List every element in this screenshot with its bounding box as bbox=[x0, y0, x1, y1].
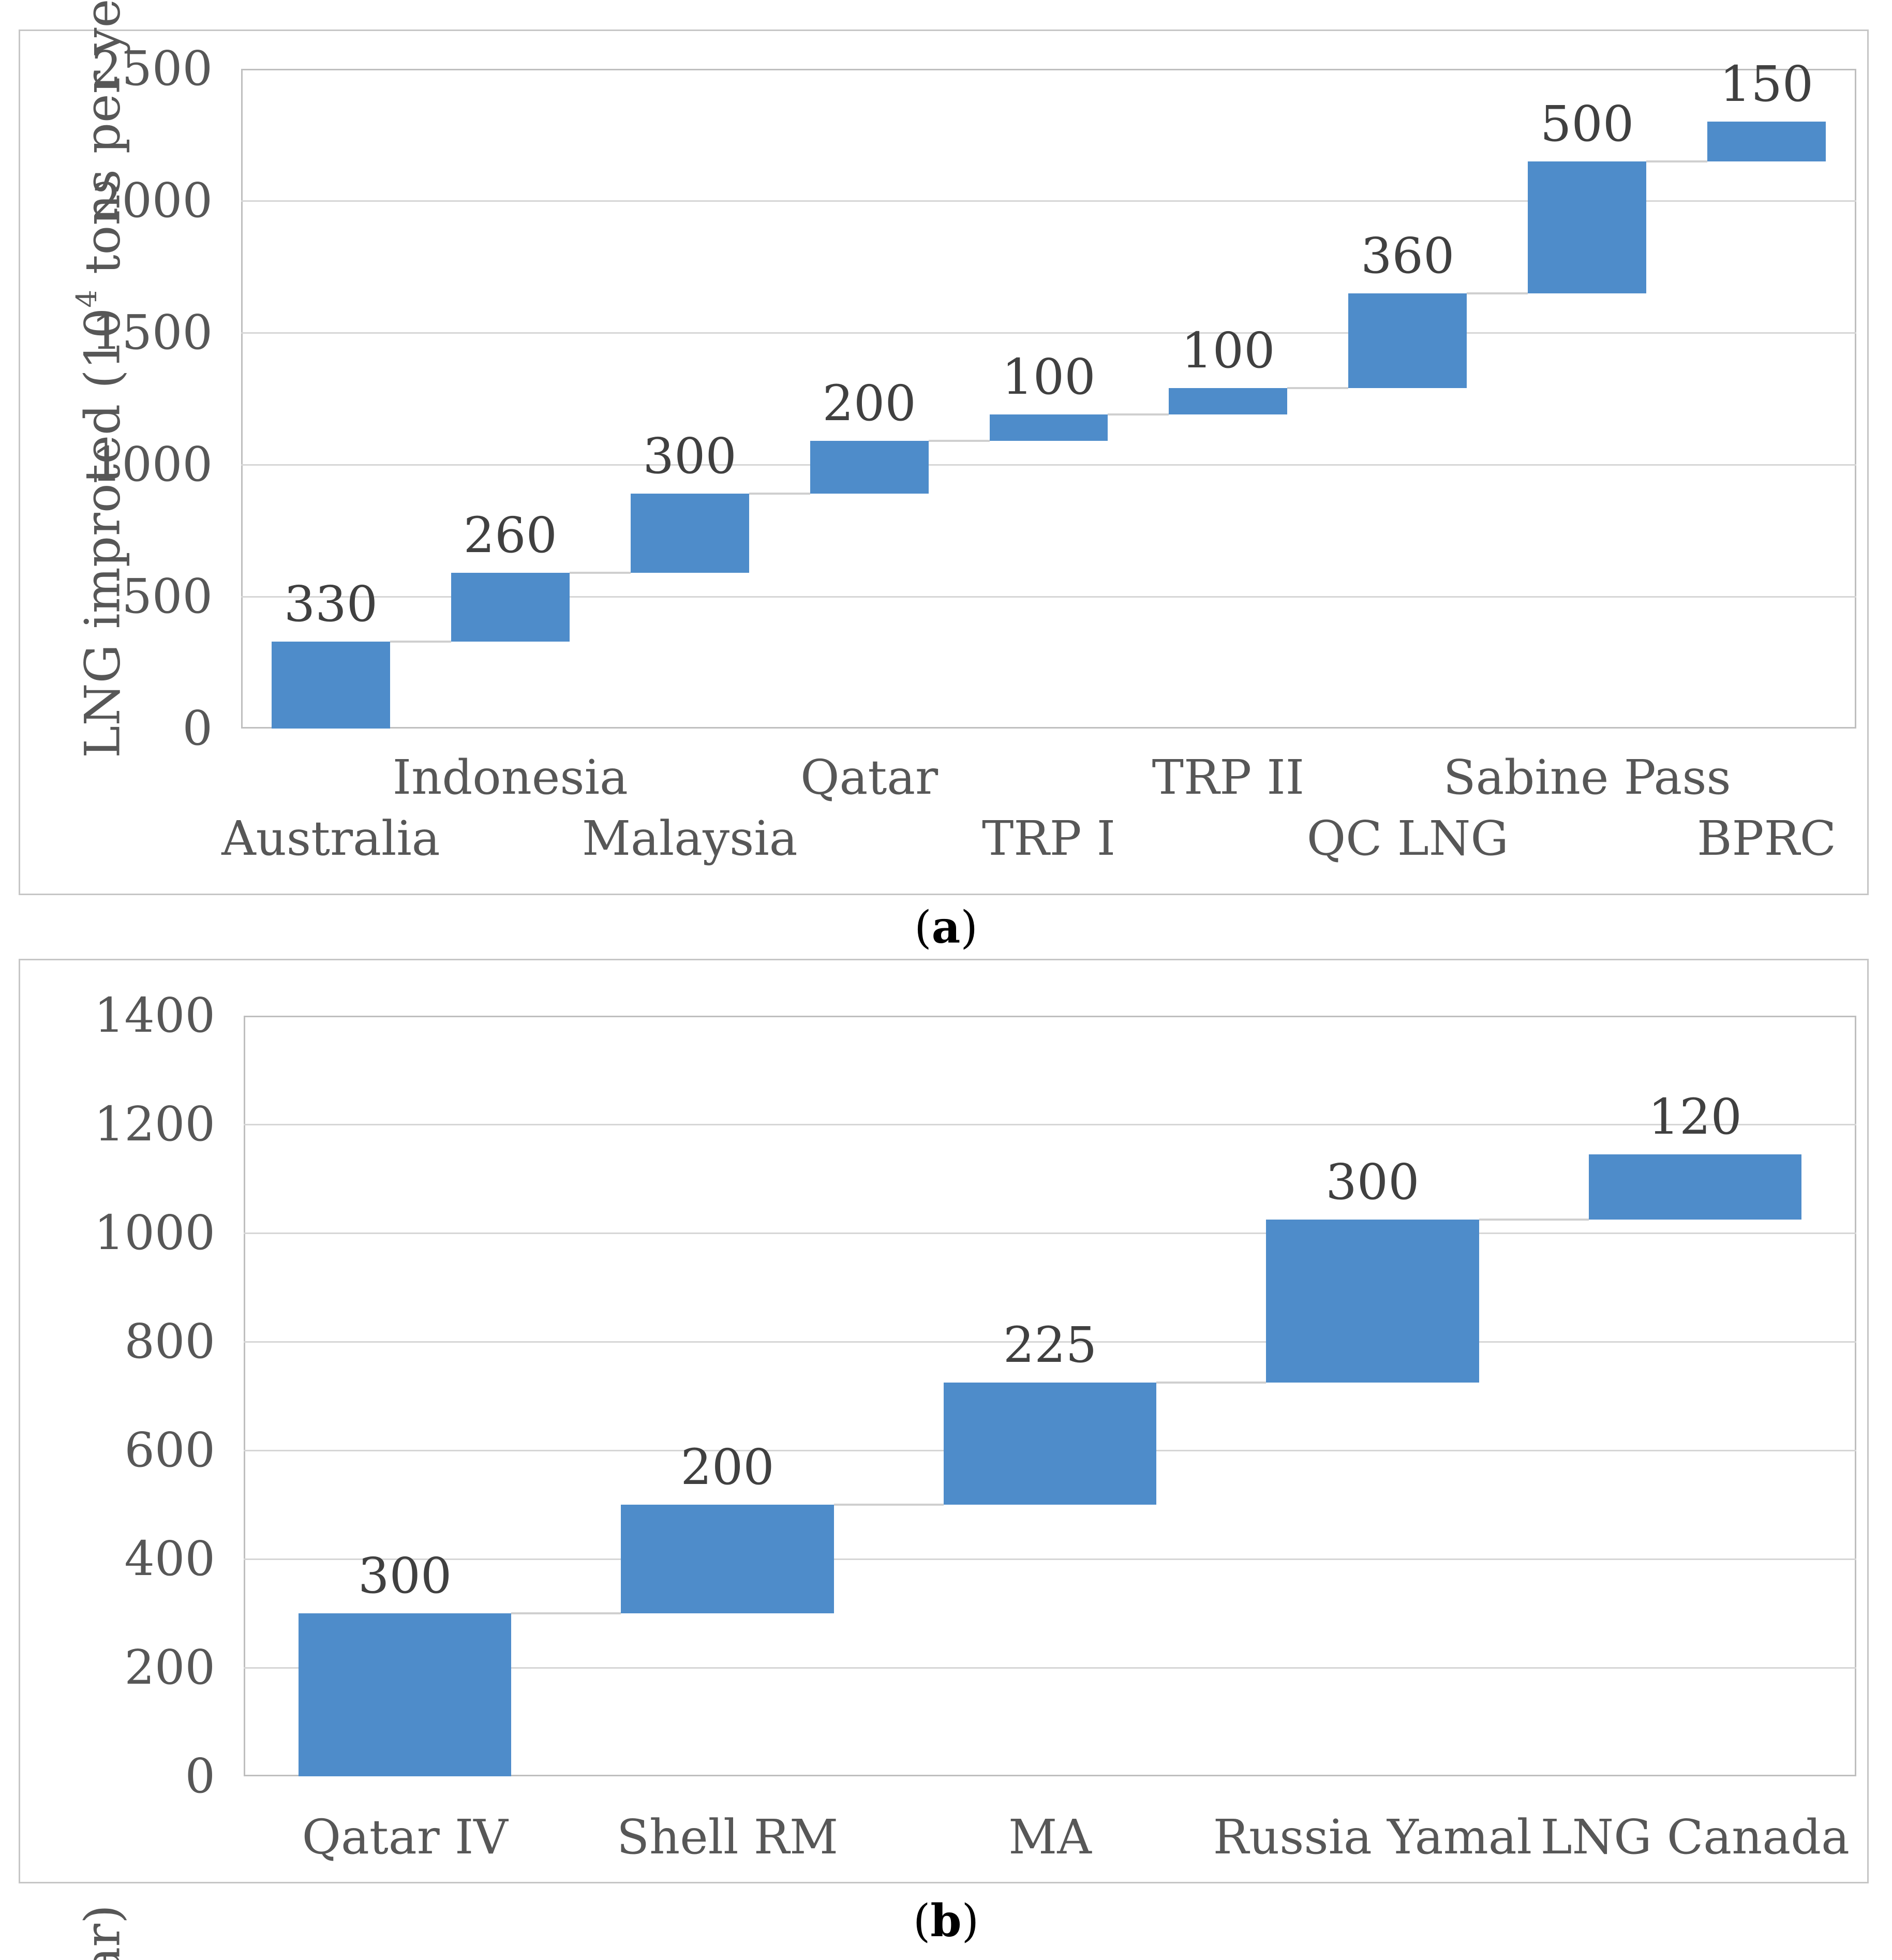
y-tick-label-600: 600 bbox=[124, 1422, 215, 1478]
waterfall-bar-malaysia bbox=[630, 494, 749, 573]
x-tick-label-bprc: BPRC bbox=[1696, 811, 1837, 866]
waterfall-bar-ma bbox=[943, 1382, 1157, 1505]
x-tick-label-qatar: Qatar bbox=[800, 750, 938, 805]
x-tick-label-trp-i: TRP I bbox=[981, 811, 1116, 866]
waterfall-bar-trp-i bbox=[989, 414, 1108, 441]
connector-line bbox=[1287, 387, 1349, 390]
caption-b-paren-close: ) bbox=[961, 1895, 979, 1947]
connector-line bbox=[928, 440, 990, 442]
y-tick-label-0: 0 bbox=[185, 1748, 215, 1804]
caption-a: (a) bbox=[0, 899, 1892, 956]
waterfall-bar-shell-rm bbox=[621, 1505, 834, 1613]
bar-value-label: 120 bbox=[1648, 1088, 1742, 1146]
y-axis-title-a-prefix: LNG improted (10 bbox=[75, 307, 131, 758]
bar-value-label: 100 bbox=[1181, 322, 1275, 380]
bar-value-label: 300 bbox=[358, 1548, 452, 1605]
connector-line bbox=[1646, 160, 1708, 162]
x-tick-label-lng-canada: LNG Canada bbox=[1540, 1809, 1850, 1865]
x-tick-label-ma: MA bbox=[1008, 1809, 1092, 1865]
bar-value-label: 200 bbox=[822, 375, 916, 433]
y-tick-label-1000: 1000 bbox=[91, 437, 213, 492]
waterfall-bar-australia bbox=[271, 641, 390, 729]
bar-value-label: 200 bbox=[680, 1439, 774, 1496]
y-tick-label-500: 500 bbox=[122, 569, 213, 624]
x-tick-label-qc-lng: QC LNG bbox=[1306, 811, 1509, 866]
waterfall-bar-qc-lng bbox=[1348, 293, 1467, 389]
y-tick-label-1000: 1000 bbox=[94, 1205, 215, 1260]
waterfall-bar-lng-canada bbox=[1588, 1154, 1801, 1220]
caption-a-paren-close: ) bbox=[960, 902, 978, 954]
connector-line bbox=[833, 1504, 944, 1506]
bar-value-label: 100 bbox=[1002, 349, 1096, 406]
connector-line bbox=[1467, 292, 1528, 294]
waterfall-bar-indonesia bbox=[451, 573, 570, 642]
y-tick-label-2000: 2000 bbox=[91, 173, 213, 228]
caption-b: (b) bbox=[0, 1893, 1892, 1950]
waterfall-bar-sabine-pass bbox=[1528, 161, 1647, 293]
bar-value-label: 260 bbox=[463, 507, 557, 565]
waterfall-bar-russia-yamal bbox=[1266, 1219, 1479, 1383]
gridline-500 bbox=[241, 596, 1856, 598]
caption-b-letter: b bbox=[930, 1895, 962, 1947]
bar-value-label: 300 bbox=[1325, 1153, 1420, 1211]
x-tick-label-malaysia: Malaysia bbox=[582, 811, 798, 866]
bar-value-label: 330 bbox=[284, 575, 378, 633]
connector-line bbox=[1156, 1381, 1267, 1384]
chart-panel-a: LNG improted (104 tons per year) 0 500 100… bbox=[19, 0, 1869, 895]
x-tick-label-trp-ii: TRP II bbox=[1152, 750, 1305, 805]
gridline-200 bbox=[244, 1667, 1856, 1669]
y-tick-label-0: 0 bbox=[182, 701, 213, 756]
x-tick-label-indonesia: Indonesia bbox=[392, 750, 628, 805]
y-tick-label-2500: 2500 bbox=[91, 41, 213, 96]
waterfall-bar-trp-ii bbox=[1169, 388, 1288, 415]
gridline-1000 bbox=[241, 464, 1856, 466]
gridline-1000 bbox=[244, 1233, 1856, 1234]
caption-b-paren-open: ( bbox=[913, 1895, 931, 1947]
y-tick-label-1500: 1500 bbox=[91, 305, 213, 360]
caption-a-paren-open: ( bbox=[914, 902, 932, 954]
y-tick-label-400: 400 bbox=[124, 1531, 215, 1586]
gridline-800 bbox=[244, 1341, 1856, 1343]
y-tick-label-1200: 1200 bbox=[94, 1096, 215, 1152]
caption-a-letter: a bbox=[931, 901, 961, 954]
connector-line bbox=[749, 493, 810, 495]
gridline-2000 bbox=[241, 200, 1856, 202]
gridline-400 bbox=[244, 1558, 1856, 1560]
x-tick-label-qatar-iv: Qatar IV bbox=[302, 1809, 508, 1865]
connector-line bbox=[569, 572, 631, 574]
bar-value-label: 360 bbox=[1361, 227, 1455, 285]
x-tick-label-sabine-pass: Sabine Pass bbox=[1443, 750, 1731, 805]
y-tick-label-800: 800 bbox=[124, 1314, 215, 1369]
connector-line bbox=[1479, 1218, 1589, 1221]
bar-value-label: 300 bbox=[643, 428, 737, 485]
connector-line bbox=[511, 1612, 621, 1614]
gridline-1500 bbox=[241, 332, 1856, 334]
y-tick-label-200: 200 bbox=[124, 1640, 215, 1695]
waterfall-bar-bprc bbox=[1707, 122, 1826, 161]
x-tick-label-australia: Australia bbox=[221, 811, 440, 866]
bar-value-label: 500 bbox=[1540, 95, 1634, 153]
waterfall-bar-qatar bbox=[810, 441, 929, 494]
waterfall-bar-qatar-iv bbox=[298, 1613, 512, 1776]
bar-value-label: 150 bbox=[1719, 56, 1814, 113]
connector-line bbox=[390, 640, 451, 643]
bar-value-label: 225 bbox=[1003, 1316, 1097, 1374]
y-tick-label-1400: 1400 bbox=[94, 988, 215, 1043]
connector-line bbox=[1108, 413, 1169, 416]
x-tick-label-shell-rm: Shell RM bbox=[616, 1809, 839, 1865]
chart-panel-b: LNG imported (104 tons per year) 0200400… bbox=[19, 959, 1869, 1960]
gridline-1200 bbox=[244, 1124, 1856, 1125]
x-tick-label-russia-yamal: Russia Yamal bbox=[1213, 1809, 1532, 1865]
